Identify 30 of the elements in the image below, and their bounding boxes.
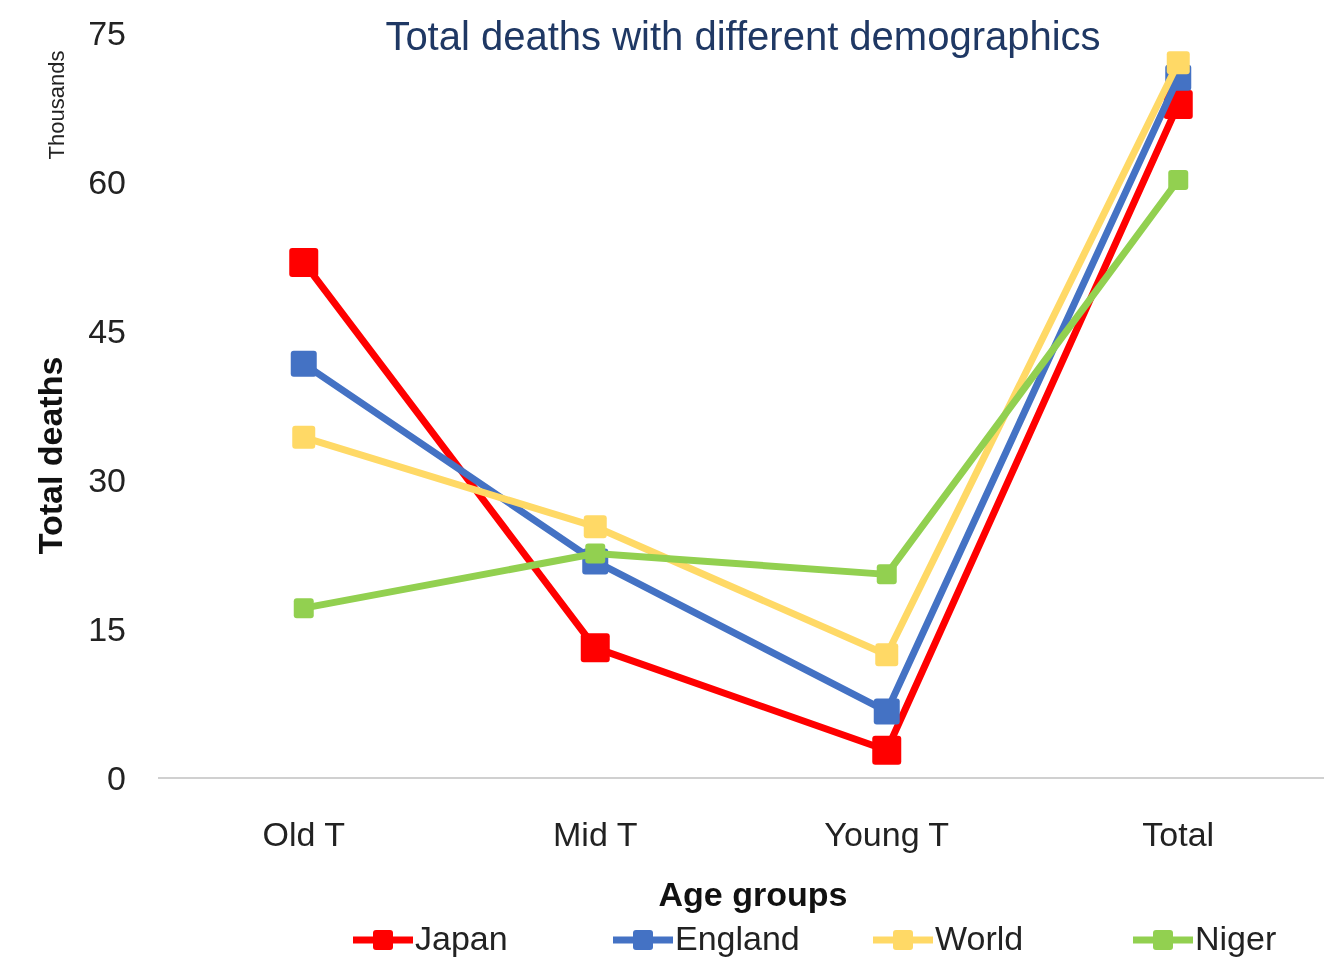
point xyxy=(293,598,314,619)
point xyxy=(876,564,897,585)
chart-title: Total deaths with different demographics xyxy=(385,14,1101,58)
y-tick-label: 30 xyxy=(88,460,126,499)
point xyxy=(292,425,316,449)
x-tick-label: Old T xyxy=(262,815,346,853)
point xyxy=(875,643,899,667)
x-tick-label: Mid T xyxy=(553,815,638,853)
y-tick-label: 0 xyxy=(107,758,126,797)
y-tick-label: 15 xyxy=(88,609,126,648)
legend-label: England xyxy=(675,919,800,957)
point xyxy=(873,698,900,725)
point xyxy=(289,247,319,277)
legend-label: Niger xyxy=(1195,919,1277,957)
point xyxy=(1168,170,1189,191)
point xyxy=(1166,51,1190,75)
point xyxy=(872,735,902,765)
point xyxy=(290,350,317,377)
y-tick-label: 45 xyxy=(88,311,126,350)
x-axis-title: Age groups xyxy=(658,875,848,913)
x-tick-label: Young T xyxy=(824,815,950,853)
legend-label: Japan xyxy=(415,919,508,957)
y-axis-title: Total deaths xyxy=(31,356,69,555)
text: Thousands xyxy=(44,50,69,160)
point xyxy=(580,633,610,663)
x-tick-label: Total xyxy=(1142,815,1215,853)
y-tick-label: 75 xyxy=(88,13,126,52)
point xyxy=(583,515,607,539)
y-tick-label: 60 xyxy=(88,162,126,201)
legend-label: World xyxy=(935,919,1024,957)
